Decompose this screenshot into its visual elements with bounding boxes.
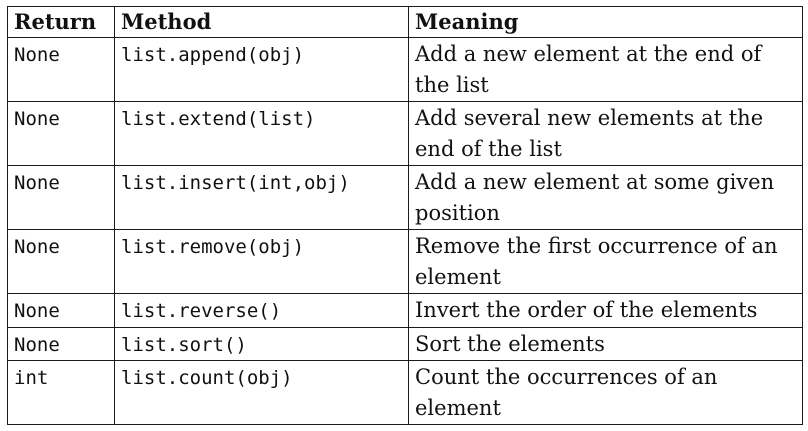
return-cell: None (7, 165, 115, 230)
method-cell: list.remove(obj) (114, 229, 409, 294)
method-cell: list.insert(int,obj) (114, 165, 409, 230)
table-row: None list.insert(int,obj) Add a new elem… (7, 165, 803, 230)
return-cell: None (7, 37, 115, 102)
method-cell: list.append(obj) (114, 37, 409, 102)
return-cell: int (7, 360, 115, 425)
meaning-cell: Add several new elements at the end of t… (408, 101, 803, 166)
return-cell: None (7, 229, 115, 294)
meaning-cell: Sort the elements (408, 326, 803, 361)
table-row: None list.reverse() Invert the order of … (7, 293, 803, 328)
method-cell: list.extend(list) (114, 101, 409, 166)
methods-table: Return Method Meaning None list.append(o… (7, 6, 803, 425)
meaning-cell: Count the occurrences of an element (408, 360, 803, 425)
header-return: Return (7, 6, 115, 38)
meaning-cell: Add a new element at the end of the list (408, 37, 803, 102)
header-method: Method (114, 6, 409, 38)
method-cell: list.sort() (114, 326, 409, 361)
table-row: int list.count(obj) Count the occurrence… (7, 360, 803, 425)
table-row: None list.extend(list) Add several new e… (7, 101, 803, 166)
return-cell: None (7, 293, 115, 328)
return-cell: None (7, 101, 115, 166)
method-cell: list.count(obj) (114, 360, 409, 425)
table-row: None list.sort() Sort the elements (7, 326, 803, 361)
method-cell: list.reverse() (114, 293, 409, 328)
meaning-cell: Remove the first occurrence of an elemen… (408, 229, 803, 294)
meaning-cell: Add a new element at some given position (408, 165, 803, 230)
meaning-cell: Invert the order of the elements (408, 293, 803, 328)
table-row: None list.append(obj) Add a new element … (7, 37, 803, 102)
header-meaning: Meaning (408, 6, 803, 38)
table-row: None list.remove(obj) Remove the first o… (7, 229, 803, 294)
return-cell: None (7, 326, 115, 361)
table-header-row: Return Method Meaning (7, 6, 803, 38)
